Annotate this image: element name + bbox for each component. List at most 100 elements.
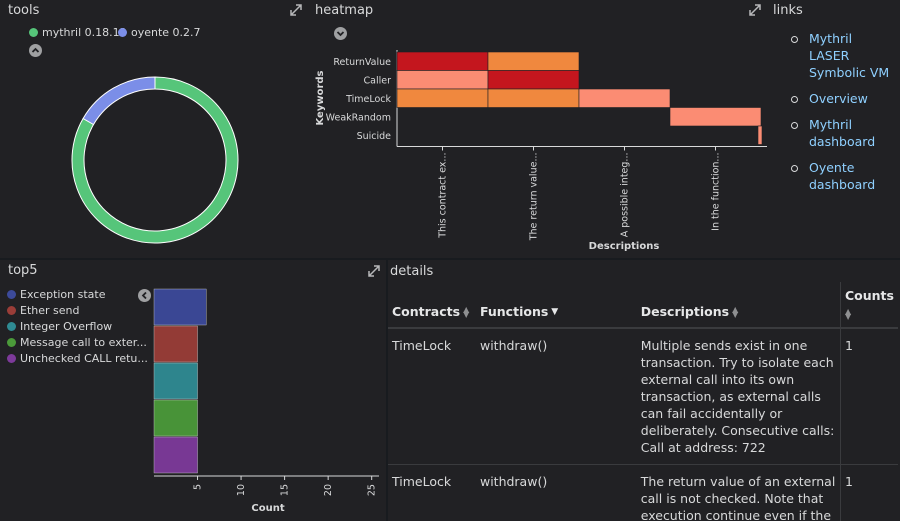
x-tick-label: This contract ex... xyxy=(438,153,449,239)
legend-label: Unchecked CALL retu... xyxy=(20,352,148,365)
details-panel-title: details xyxy=(390,264,434,279)
pie-slice-1[interactable] xyxy=(82,76,156,126)
x-tick-label: 5 xyxy=(193,484,204,490)
legend-label: mythril 0.18.12 xyxy=(42,26,127,39)
legend-label: oyente 0.2.7 xyxy=(131,26,201,39)
chevron-left-icon[interactable] xyxy=(138,289,151,302)
expand-icon[interactable] xyxy=(749,4,761,16)
heatmap-cell[interactable] xyxy=(396,51,489,71)
column-header-contracts[interactable]: Contracts ▲ ▼ xyxy=(388,282,476,329)
sort-icon: ▲ ▼ xyxy=(732,305,739,319)
legend-label: Integer Overflow xyxy=(20,320,113,333)
link-mythril-laser[interactable]: Mythril LASER Symbolic VM xyxy=(791,30,895,81)
bar[interactable] xyxy=(153,436,198,474)
column-header-label: Functions xyxy=(479,303,549,319)
bar[interactable] xyxy=(153,399,198,437)
x-tick-label: 10 xyxy=(236,484,247,496)
top5-panel: top5 Exception state Ether send Integer Ov… xyxy=(0,260,386,521)
tools-panel: tools mythril 0.18.12 oyente 0.2.7 xyxy=(0,0,307,258)
legend-item[interactable]: Unchecked CALL retu... xyxy=(7,352,148,365)
donut-chart xyxy=(71,76,239,244)
heatmap-panel: heatmap ReturnValue Caller TimeLock WeakRan… xyxy=(307,0,767,258)
pie-slice-0[interactable] xyxy=(71,76,239,244)
legend-swatch xyxy=(7,290,16,299)
y-tick-label: ReturnValue xyxy=(333,57,391,68)
link-oyente-dashboard[interactable]: Oyente dashboard xyxy=(791,159,895,193)
legend-swatch xyxy=(7,338,16,347)
cell-count: 1 xyxy=(840,327,898,464)
cell-contract: TimeLock xyxy=(388,327,476,464)
bar[interactable] xyxy=(153,362,198,400)
table-header-row: Contracts ▲ ▼ Functions ▼ Descriptions ▲ ▼ Co… xyxy=(388,282,898,329)
sort-desc-icon: ▼ xyxy=(551,306,559,317)
top5-panel-title: top5 xyxy=(8,263,38,278)
cell-description: Multiple sends exist in one transaction.… xyxy=(636,327,841,464)
y-tick-label: Suicide xyxy=(357,131,392,142)
cell-description: The return value of an external call is … xyxy=(636,463,841,521)
bar[interactable] xyxy=(153,288,207,326)
chevron-up-icon[interactable] xyxy=(29,44,42,57)
y-tick-label: TimeLock xyxy=(345,94,391,105)
legend-swatch xyxy=(7,306,16,315)
x-axis-label: Count xyxy=(251,503,284,514)
table-row[interactable]: TimeLock withdraw() Multiple sends exist… xyxy=(388,327,898,464)
cell-function: withdraw() xyxy=(475,327,637,464)
legend-item[interactable]: Ether send xyxy=(7,304,79,317)
links-panel: links Mythril LASER Symbolic VM Overview… xyxy=(767,0,900,258)
y-tick-label: WeakRandom xyxy=(326,112,391,123)
details-panel: details Contracts ▲ ▼ Functions ▼ Descripti… xyxy=(388,260,900,521)
legend-item[interactable]: Message call to exter... xyxy=(7,336,147,349)
legend-item-mythril[interactable]: mythril 0.18.12 xyxy=(29,26,127,39)
x-axis-label: Descriptions xyxy=(589,241,660,252)
heatmap-cell[interactable] xyxy=(578,88,671,108)
x-tick-label: A possible integ... xyxy=(620,153,631,238)
heatmap-panel-title: heatmap xyxy=(315,3,374,18)
heatmap-cell[interactable] xyxy=(487,70,580,90)
legend-label: Exception state xyxy=(20,288,106,301)
x-tick-label: The return value... xyxy=(529,153,540,242)
legend-swatch xyxy=(7,354,16,363)
table-row[interactable]: TimeLock withdraw() The return value of … xyxy=(388,463,898,521)
link-mythril-dashboard[interactable]: Mythril dashboard xyxy=(791,116,895,150)
heatmap-cell[interactable] xyxy=(487,88,580,108)
tools-panel-title: tools xyxy=(8,3,40,18)
legend-label: Message call to exter... xyxy=(20,336,147,349)
cell-count: 1 xyxy=(840,463,898,521)
column-header-label: Descriptions xyxy=(640,303,730,319)
heatmap-chart: ReturnValue Caller TimeLock WeakRandom Suici… xyxy=(315,50,767,252)
legend-swatch xyxy=(118,28,127,37)
legend-label: Ether send xyxy=(20,304,80,317)
column-header-descriptions[interactable]: Descriptions ▲ ▼ xyxy=(636,282,841,329)
expand-icon[interactable] xyxy=(290,4,302,16)
x-tick-label: In the function... xyxy=(711,153,722,231)
legend-item-oyente[interactable]: oyente 0.2.7 xyxy=(118,26,201,39)
chevron-down-icon[interactable] xyxy=(334,27,347,40)
legend-swatch xyxy=(7,322,16,331)
heatmap-cell[interactable] xyxy=(669,107,762,127)
details-table: Contracts ▲ ▼ Functions ▼ Descriptions ▲ ▼ Co… xyxy=(388,282,898,521)
bar[interactable] xyxy=(153,325,198,363)
column-header-counts[interactable]: Counts ▲ ▼ xyxy=(840,282,898,329)
legend-item[interactable]: Integer Overflow xyxy=(7,320,112,333)
column-header-functions[interactable]: Functions ▼ xyxy=(475,282,637,329)
cell-contract: TimeLock xyxy=(388,463,476,521)
link-overview[interactable]: Overview xyxy=(791,90,895,107)
x-tick-label: 20 xyxy=(323,484,334,496)
heatmap-cell[interactable] xyxy=(396,88,489,108)
y-axis-label: Keywords xyxy=(315,70,326,125)
legend-item[interactable]: Exception state xyxy=(7,288,106,301)
heatmap-cell[interactable] xyxy=(396,70,489,90)
links-list: Mythril LASER Symbolic VM Overview Mythr… xyxy=(791,30,895,202)
links-panel-title: links xyxy=(773,3,803,18)
heatmap-cell[interactable] xyxy=(757,125,763,145)
expand-icon[interactable] xyxy=(368,265,380,277)
heatmap-cell[interactable] xyxy=(487,51,580,71)
cell-function: withdraw() xyxy=(475,463,637,521)
y-tick-label: Caller xyxy=(364,75,392,86)
sort-icon: ▲ ▼ xyxy=(463,305,470,319)
top5-bar-chart: 5 10 15 20 25 Count xyxy=(153,288,379,514)
column-header-label: Counts xyxy=(845,288,894,303)
sort-icon: ▲ ▼ xyxy=(845,306,852,321)
legend-swatch xyxy=(29,28,38,37)
x-tick-label: 25 xyxy=(367,484,378,496)
